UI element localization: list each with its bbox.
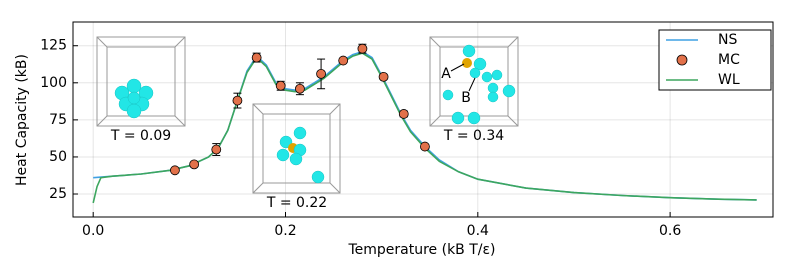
y-tick-label: 25 [49,186,67,202]
insets: T = 0.09 T = 0.22 A B T = 0.34 [96,36,519,211]
x-tick-label: 0.2 [274,223,296,239]
legend-marker [676,54,688,66]
point [189,159,200,170]
legend-label: WL [718,72,740,88]
inset-box [252,103,341,194]
annotation: B [461,90,471,106]
inset-label: T = 0.34 [443,128,504,144]
inset-label: T = 0.09 [110,128,171,144]
point [170,165,180,176]
legend: NS MC WL [658,29,772,91]
inset-label: T = 0.22 [266,195,327,211]
x-tick-label: 0.4 [467,223,489,239]
x-tick-label: 0.0 [82,223,104,239]
y-tick-label: 50 [49,149,67,165]
grid [73,22,773,217]
point [275,80,286,91]
point [357,43,368,54]
line-series [92,52,757,204]
y-tick-label: 125 [40,38,67,54]
x-tick-label: 0.6 [659,223,681,239]
point [211,144,222,155]
point [378,71,389,82]
point [398,109,409,119]
legend-label: NS [718,32,737,48]
x-axis-label: Temperature (kB T/ε) [347,242,495,258]
inset-box [96,36,186,127]
y-tick-label: 100 [40,75,67,91]
point [316,69,326,79]
point [251,52,262,63]
plot [92,43,757,204]
legend-label: MC [718,52,740,68]
inset-box [429,36,519,127]
line-series [93,50,757,201]
annotation: A [441,66,451,82]
y-tick-label: 75 [49,112,67,128]
y-axis-label: Heat Capacity (kB) [14,54,30,186]
point [295,83,305,94]
point [232,95,243,106]
point [420,141,430,152]
point [338,55,349,66]
